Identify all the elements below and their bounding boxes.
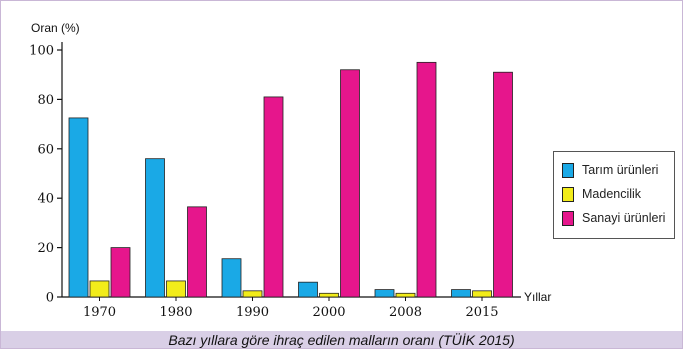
x-tick-label: 2008 [389, 305, 422, 320]
legend-swatch [562, 162, 574, 178]
legend-item: Madencilik [562, 182, 674, 206]
bars [68, 61, 513, 298]
bar-2008-1 [374, 289, 395, 298]
bar-1990-2 [242, 290, 263, 298]
bar-1980-1 [145, 158, 165, 298]
legend: Tarım ürünleri Madencilik Sanayi ürünleri [553, 151, 675, 239]
y-tick-label: 0 [46, 291, 54, 306]
legend-swatch [562, 210, 574, 226]
x-tick-labels: 1970 1980 1990 2000 2008 2015 [83, 297, 499, 320]
bar-2015-1 [451, 289, 471, 298]
axes [61, 42, 521, 298]
x-tick-label: 1980 [159, 305, 192, 320]
legend-item: Tarım ürünleri [562, 158, 674, 182]
bar-1980-3 [187, 206, 207, 298]
chart-title: Bazı yıllara göre ihraç edilen malların … [168, 331, 515, 348]
bar-2000-1 [298, 281, 318, 298]
caption-bar: Bazı yıllara göre ihraç edilen malların … [1, 331, 682, 348]
y-tick-label: 100 [29, 44, 54, 59]
bar-1970-3 [110, 247, 131, 298]
x-tick-label: 1990 [236, 305, 269, 320]
x-axis-label: Yıllar [524, 290, 551, 304]
y-axis-label: Oran (%) [31, 21, 80, 35]
bar-1980-2 [166, 280, 186, 298]
bar-1970-2 [89, 280, 110, 298]
y-tick-label: 40 [37, 192, 54, 207]
bar-2008-3 [416, 61, 437, 298]
bar-2015-2 [472, 290, 492, 298]
x-tick-label: 1970 [83, 305, 116, 320]
legend-item: Sanayi ürünleri [562, 206, 674, 230]
legend-label: Tarım ürünleri [582, 163, 659, 177]
y-tick-label: 60 [37, 142, 54, 157]
legend-label: Madencilik [582, 187, 642, 201]
y-tick-label: 20 [37, 241, 54, 256]
bar-2008-2 [395, 292, 416, 298]
x-tick-label: 2015 [465, 305, 498, 320]
bar-2000-2 [319, 292, 339, 298]
legend-label: Sanayi ürünleri [582, 211, 666, 225]
bar-1990-3 [263, 96, 284, 298]
bar-1990-1 [221, 258, 242, 298]
bar-2000-3 [340, 69, 360, 298]
y-tick-label: 80 [37, 93, 54, 108]
bar-2015-3 [493, 71, 513, 298]
y-ticks: 0 20 40 60 80 100 [29, 44, 62, 306]
legend-swatch [562, 186, 574, 202]
x-tick-label: 2000 [312, 305, 345, 320]
bar-1970-1 [68, 117, 89, 298]
